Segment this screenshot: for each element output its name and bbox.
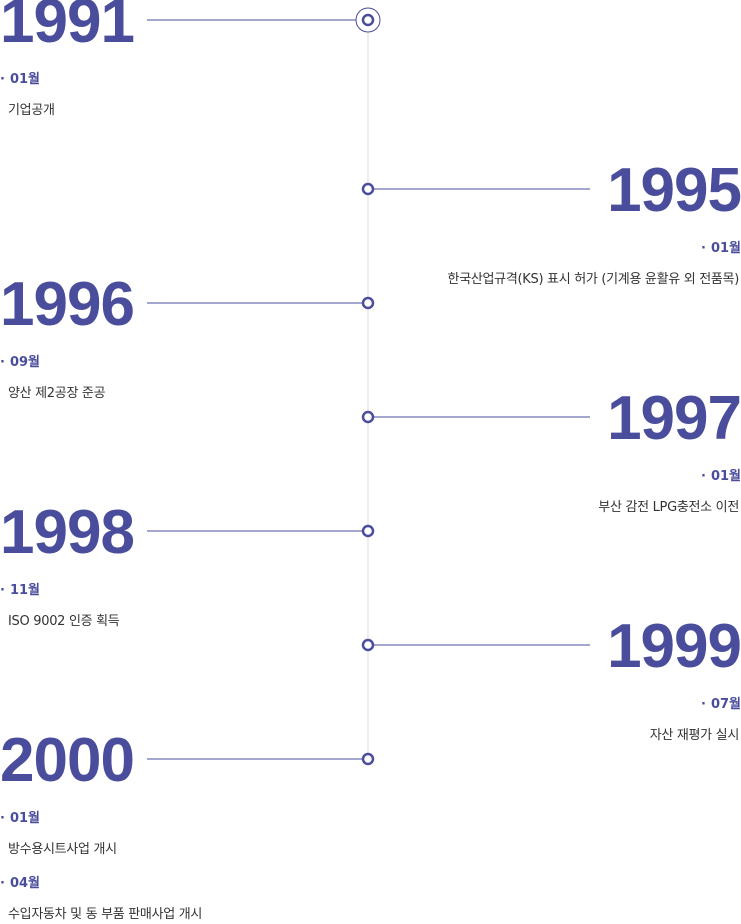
node: [361, 410, 375, 424]
bullet: ·: [700, 697, 706, 712]
event-text: 기업공개: [8, 103, 55, 119]
event-text: 수입자동차 및 동 부품 판매사업 개시: [8, 907, 202, 923]
month: · 01월: [701, 469, 741, 485]
event-text-text: 한국산업규격(KS) 표시 허가 (기계용 윤활유 외 전품목): [447, 272, 740, 287]
event-text: 부산 감전 LPG충전소 이전: [598, 500, 739, 516]
year-text: 1997: [607, 384, 741, 453]
bullet: ·: [700, 469, 706, 484]
month-text: 01월: [9, 72, 41, 87]
bullet: ·: [0, 583, 5, 598]
year: 1991: [0, 0, 135, 56]
year: 2000: [0, 730, 135, 792]
node: [361, 182, 375, 196]
event-text-text: 양산 제2공장 준공: [8, 386, 106, 401]
node: [361, 296, 375, 310]
bullet: ·: [0, 355, 5, 370]
month-text: 01월: [710, 469, 741, 484]
year-text: 1996: [0, 270, 135, 339]
node: [361, 524, 375, 538]
year-text: 1999: [607, 612, 741, 681]
month: · 09월: [0, 355, 40, 371]
event-text: 방수용시트사업 개시: [8, 842, 117, 858]
event-text-text: ISO 9002 인증 획득: [8, 614, 120, 629]
month-text: 04월: [9, 876, 41, 891]
year-text: 1991: [0, 0, 135, 56]
event-text: 자산 재평가 실시: [649, 728, 740, 744]
event-text-text: 부산 감전 LPG충전소 이전: [598, 500, 739, 515]
year: 1995: [607, 160, 741, 222]
event-text-text: 방수용시트사업 개시: [8, 842, 117, 857]
event-text-text: 자산 재평가 실시: [649, 728, 740, 743]
month-text: 01월: [9, 811, 41, 826]
month: · 04월: [0, 876, 40, 892]
year: 1997: [607, 388, 741, 450]
year-text: 1995: [607, 156, 741, 225]
bullet: ·: [0, 811, 5, 826]
event-text-text: 기업공개: [8, 103, 55, 118]
node: [361, 638, 375, 652]
year: 1996: [0, 274, 135, 336]
node: [361, 752, 375, 766]
month-text: 07월: [710, 697, 741, 712]
year-text: 2000: [0, 726, 135, 795]
month: · 01월: [0, 811, 40, 827]
node: [361, 13, 375, 27]
month-text: 11월: [9, 583, 41, 598]
month: · 01월: [0, 72, 40, 88]
bullet: ·: [0, 72, 5, 87]
month-text: 09월: [9, 355, 41, 370]
year-text: 1998: [0, 498, 135, 567]
bullet: ·: [0, 876, 5, 891]
event-text-text: 수입자동차 및 동 부품 판매사업 개시: [8, 907, 203, 922]
year: 1999: [607, 616, 741, 678]
year: 1998: [0, 502, 135, 564]
event-text: 양산 제2공장 준공: [8, 386, 106, 402]
event-text: 한국산업규격(KS) 표시 허가 (기계용 윤활유 외 전품목): [447, 272, 740, 288]
bullet: ·: [700, 241, 706, 256]
month: · 11월: [0, 583, 40, 599]
month: · 01월: [701, 241, 741, 257]
month: · 07월: [701, 697, 741, 713]
month-text: 01월: [710, 241, 741, 256]
event-text: ISO 9002 인증 획득: [8, 614, 120, 630]
